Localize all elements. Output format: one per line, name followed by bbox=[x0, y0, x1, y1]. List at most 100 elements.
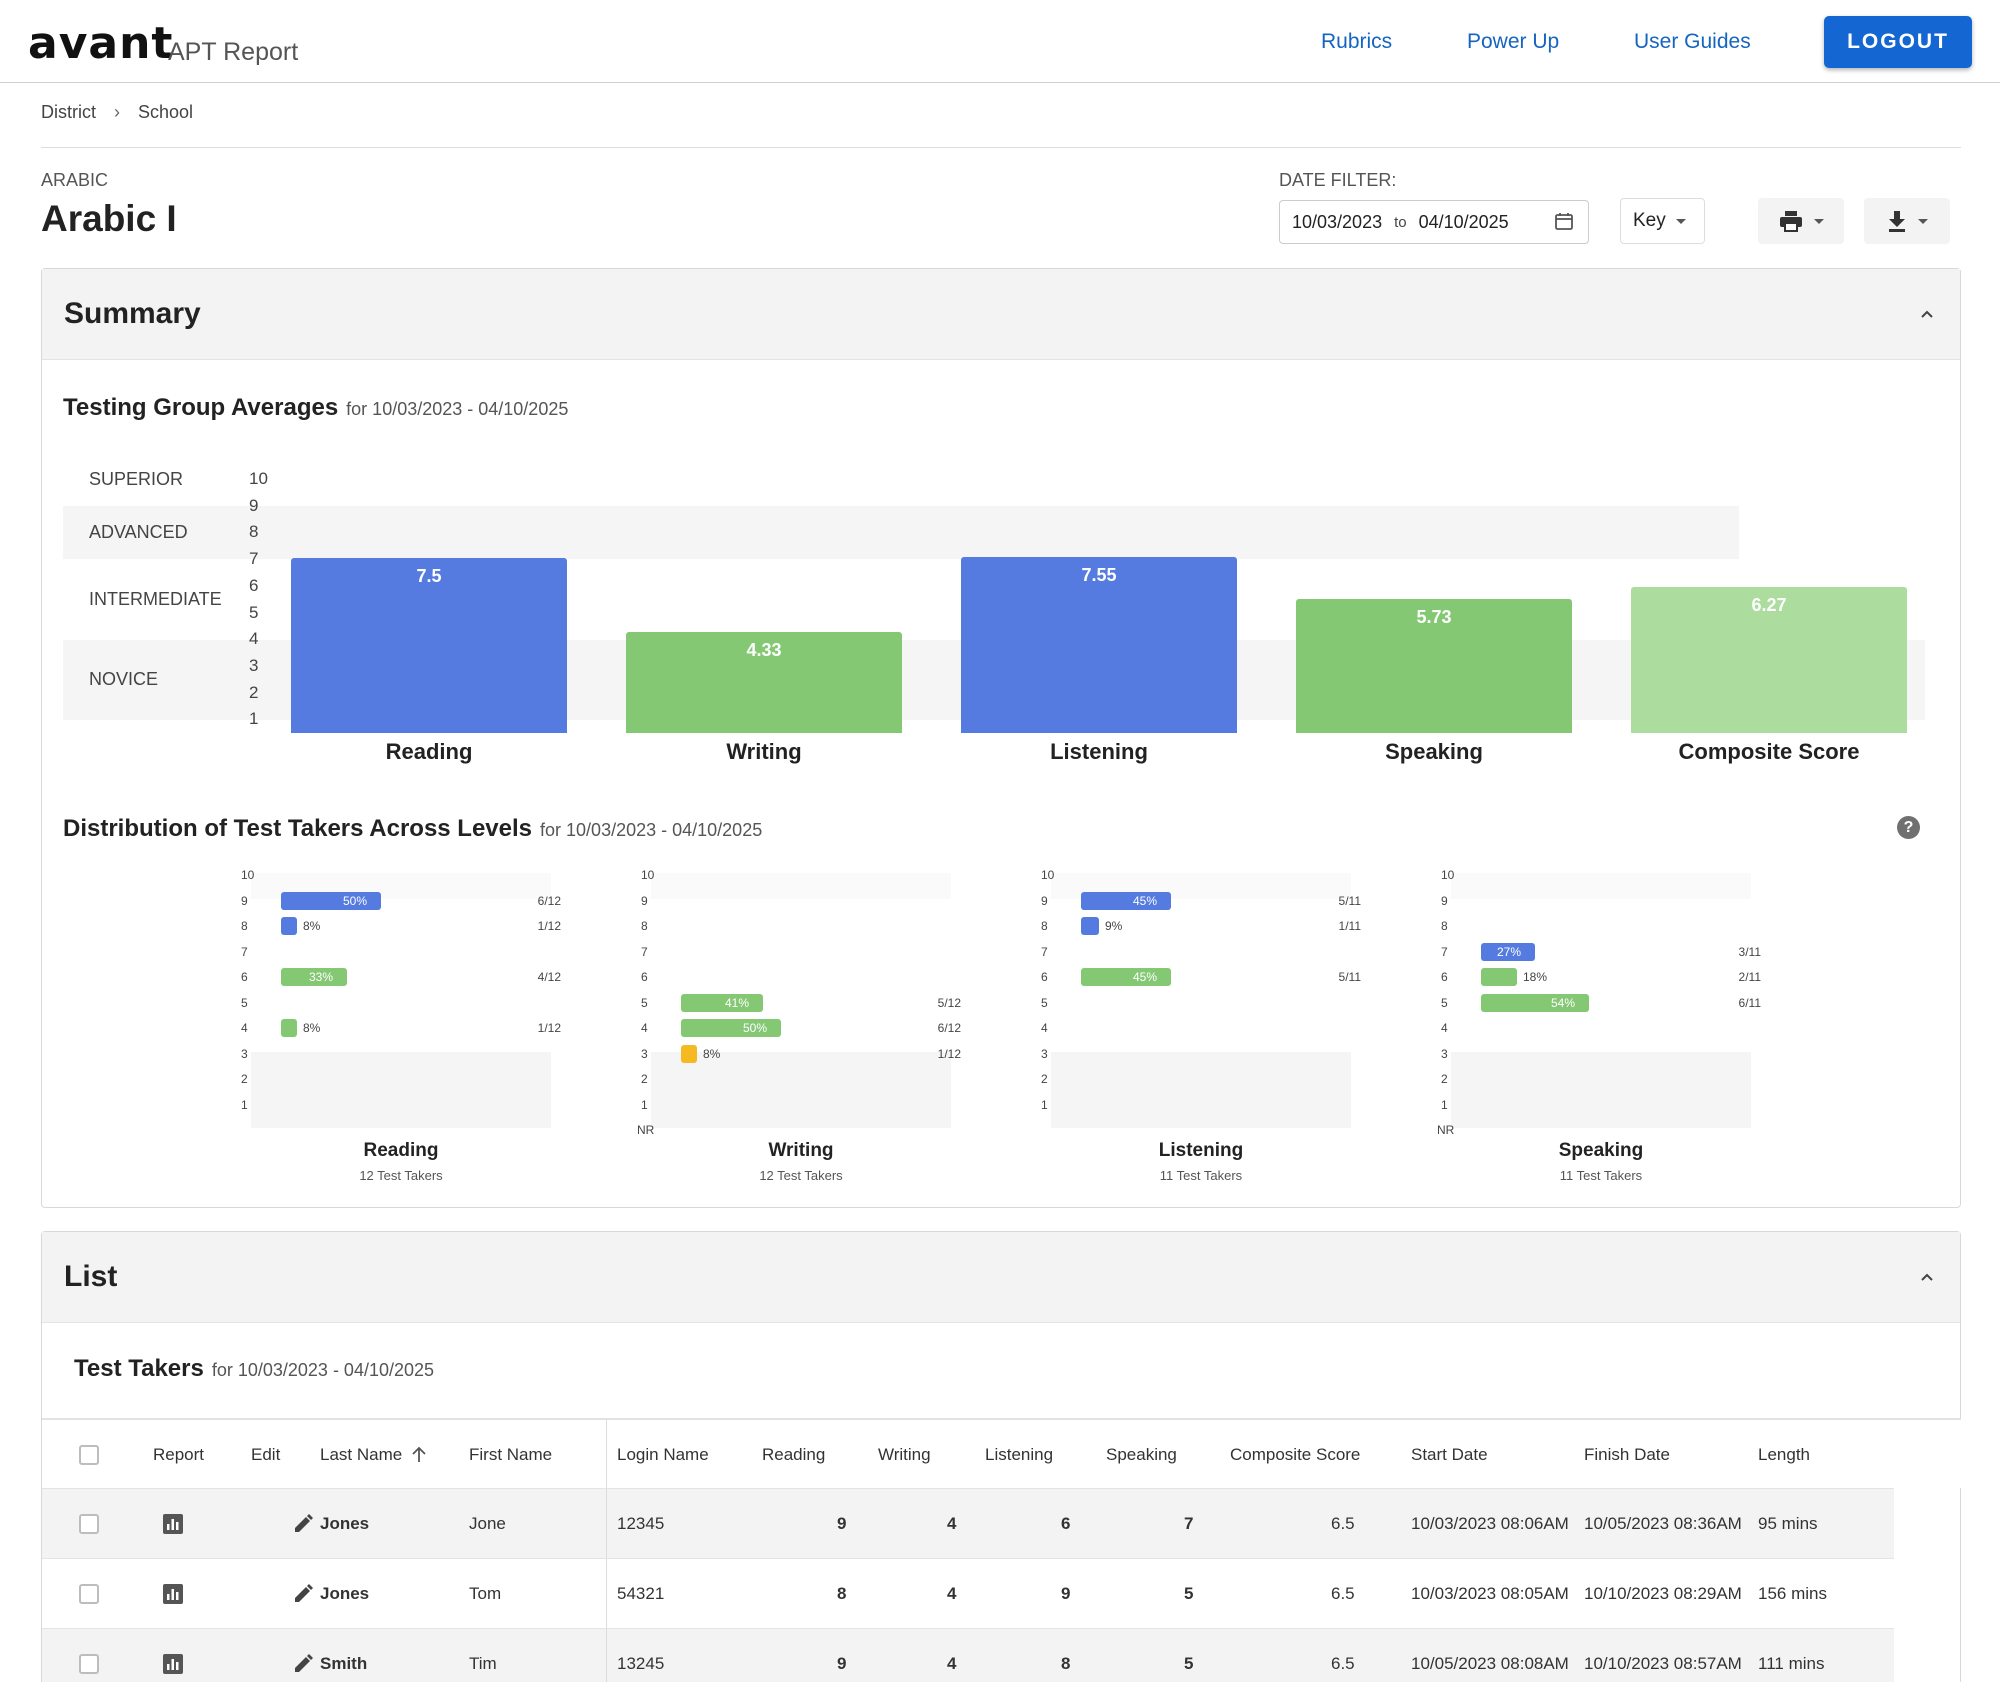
distribution-bar[interactable] bbox=[281, 1019, 297, 1037]
summary-header[interactable]: Summary bbox=[42, 269, 1960, 360]
distribution-bar[interactable] bbox=[1481, 942, 1535, 961]
chevron-up-icon[interactable] bbox=[1920, 307, 1934, 321]
pencil-icon[interactable] bbox=[292, 1653, 314, 1675]
edit-cell bbox=[292, 1489, 314, 1559]
report-cell bbox=[162, 1559, 184, 1629]
distribution-bar[interactable] bbox=[1081, 968, 1171, 986]
col-composite[interactable]: Composite Score bbox=[1230, 1445, 1361, 1464]
report-cell bbox=[162, 1489, 184, 1559]
distribution-bar-percent: 50% bbox=[743, 1021, 768, 1035]
select-all-checkbox[interactable] bbox=[79, 1445, 99, 1465]
distribution-bar[interactable] bbox=[1481, 968, 1517, 986]
avant-logo[interactable]: avant bbox=[28, 18, 174, 69]
report-chart-icon[interactable] bbox=[162, 1583, 184, 1605]
distribution-bar-fraction: 5/12 bbox=[937, 995, 961, 1010]
y-tick-label: 5 bbox=[241, 995, 248, 1010]
distribution-bar-percent: 45% bbox=[1133, 970, 1158, 984]
level-intermediate: INTERMEDIATE bbox=[89, 589, 222, 609]
distribution-bar[interactable] bbox=[281, 891, 381, 910]
pencil-icon[interactable] bbox=[292, 1513, 314, 1535]
col-listening[interactable]: Listening bbox=[985, 1445, 1054, 1464]
y-tick-label: 6 bbox=[641, 970, 648, 984]
calendar-icon[interactable] bbox=[1554, 211, 1574, 231]
pencil-icon[interactable] bbox=[292, 1583, 314, 1605]
report-chart-icon[interactable] bbox=[162, 1513, 184, 1535]
table-row: Jones Tom 54321 8 4 9 5 6.5 10/03/2023 08:05AM 10… bbox=[42, 1558, 1894, 1628]
list-title: List bbox=[64, 1260, 118, 1293]
average-bar[interactable] bbox=[961, 557, 1237, 733]
distribution-bar-percent: 8% bbox=[303, 919, 321, 933]
y-tick-label: 10 bbox=[1041, 868, 1055, 882]
reading-score: 9 bbox=[837, 1654, 847, 1673]
average-bar[interactable] bbox=[1296, 599, 1572, 733]
average-bar[interactable] bbox=[1631, 586, 1907, 733]
distribution-bar[interactable] bbox=[281, 968, 347, 986]
breadcrumb-district[interactable]: District bbox=[41, 102, 96, 122]
col-start-date[interactable]: Start Date bbox=[1411, 1445, 1488, 1464]
row-checkbox[interactable] bbox=[79, 1584, 99, 1604]
finish-date: 10/10/2023 08:29AM bbox=[1584, 1584, 1742, 1603]
col-first-name[interactable]: First Name bbox=[469, 1445, 553, 1464]
caret-down-icon bbox=[1814, 218, 1824, 224]
col-length[interactable]: Length bbox=[1758, 1445, 1810, 1464]
row-checkbox[interactable] bbox=[79, 1514, 99, 1534]
distribution-bar[interactable] bbox=[681, 1044, 697, 1063]
date-range-field[interactable]: 10/03/2023 to 04/10/2025 bbox=[1279, 200, 1589, 244]
distribution-bar[interactable] bbox=[681, 993, 763, 1012]
report-chart-icon[interactable] bbox=[162, 1653, 184, 1675]
row-checkbox[interactable] bbox=[79, 1654, 99, 1674]
average-bar[interactable] bbox=[626, 632, 902, 733]
y-tick-label: 4 bbox=[1441, 1021, 1448, 1035]
distribution-chart-title: Speaking bbox=[1558, 1140, 1644, 1161]
logout-button[interactable]: LOGOUT bbox=[1824, 16, 1972, 68]
chevron-up-icon[interactable] bbox=[1920, 1270, 1934, 1284]
col-writing[interactable]: Writing bbox=[878, 1445, 931, 1464]
y-tick-label: 3 bbox=[1041, 1046, 1048, 1061]
speaking-score: 5 bbox=[1184, 1654, 1194, 1673]
login-name: 13245 bbox=[617, 1654, 665, 1673]
average-bar[interactable] bbox=[291, 558, 567, 733]
distribution-bar[interactable] bbox=[1081, 917, 1099, 935]
distribution-bar[interactable] bbox=[1481, 993, 1589, 1012]
average-bar-category: Writing bbox=[726, 739, 802, 764]
col-speaking[interactable]: Speaking bbox=[1106, 1445, 1177, 1464]
help-icon[interactable]: ? bbox=[1897, 816, 1920, 839]
breadcrumb-school[interactable]: School bbox=[138, 102, 194, 122]
rubrics-link[interactable]: Rubrics bbox=[1321, 30, 1393, 53]
app-title: APT Report bbox=[168, 38, 299, 66]
y-tick-label: 8 bbox=[241, 919, 248, 933]
col-login-name[interactable]: Login Name bbox=[617, 1445, 709, 1464]
y-tick-label: 7 bbox=[641, 944, 648, 959]
power-up-link[interactable]: Power Up bbox=[1467, 30, 1560, 53]
y-tick-label: 10 bbox=[241, 868, 255, 882]
averages-range: for 10/03/2023 - 04/10/2025 bbox=[346, 399, 569, 419]
start-date: 10/03/2023 08:06AM bbox=[1411, 1514, 1569, 1533]
checkbox-cell bbox=[79, 1489, 99, 1559]
login-name: 54321 bbox=[617, 1584, 665, 1603]
list-header[interactable]: List bbox=[42, 1232, 1960, 1323]
distribution-bar[interactable] bbox=[1081, 891, 1171, 910]
download-icon bbox=[1889, 211, 1905, 232]
date-to[interactable]: 04/10/2025 bbox=[1418, 211, 1509, 232]
y-tick-label: 6 bbox=[249, 575, 259, 595]
y-tick-label: 2 bbox=[249, 682, 259, 702]
distribution-bar[interactable] bbox=[681, 1019, 781, 1037]
reading-score: 8 bbox=[837, 1584, 847, 1603]
print-button[interactable] bbox=[1758, 198, 1844, 244]
key-dropdown[interactable]: Key bbox=[1620, 198, 1705, 244]
col-finish-date[interactable]: Finish Date bbox=[1584, 1445, 1670, 1464]
averages-title: Testing Group Averages for 10/03/2023 - 0… bbox=[63, 394, 568, 422]
composite-score: 6.5 bbox=[1331, 1654, 1355, 1673]
download-button[interactable] bbox=[1864, 198, 1950, 244]
col-last-name[interactable]: Last Name bbox=[320, 1420, 428, 1490]
distribution-title-text: Distribution of Test Takers Across Level… bbox=[63, 815, 533, 842]
col-reading[interactable]: Reading bbox=[762, 1445, 826, 1464]
distribution-bar[interactable] bbox=[281, 917, 297, 935]
test-takers-range: for 10/03/2023 - 04/10/2025 bbox=[211, 1360, 435, 1380]
user-guides-link[interactable]: User Guides bbox=[1634, 30, 1751, 53]
y-tick-label: 7 bbox=[249, 549, 259, 569]
nr-label: NR bbox=[637, 1123, 655, 1137]
edit-cell bbox=[292, 1559, 314, 1629]
distribution-title: Distribution of Test Takers Across Level… bbox=[63, 815, 762, 843]
date-from[interactable]: 10/03/2023 bbox=[1292, 211, 1383, 232]
